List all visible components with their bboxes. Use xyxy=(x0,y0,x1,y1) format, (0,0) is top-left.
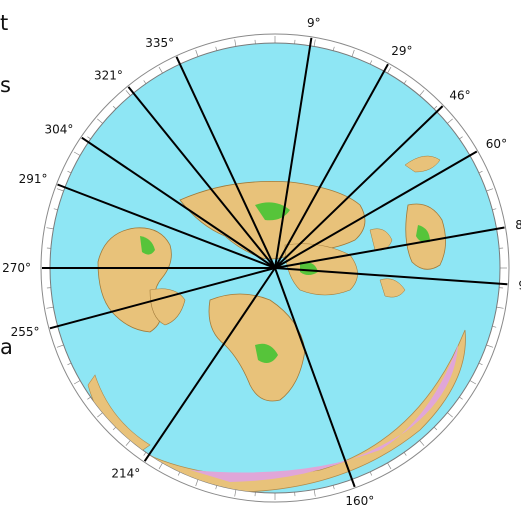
bearing-label-255: 255° xyxy=(11,325,40,339)
bearing-label-321: 321° xyxy=(94,68,123,82)
bearing-label-291: 291° xyxy=(19,172,48,186)
bearing-label-29: 29° xyxy=(391,44,412,58)
bearing-label-80: 80° xyxy=(515,218,521,232)
edge-text: a xyxy=(0,337,13,358)
bearing-label-160: 160° xyxy=(345,494,374,508)
edge-text: t xyxy=(0,13,8,34)
bearing-label-214: 214° xyxy=(111,467,140,481)
bearing-label-270: 270° xyxy=(2,261,31,275)
edge-text: s xyxy=(0,75,11,96)
bearing-label-9: 9° xyxy=(307,16,321,30)
bearing-label-304: 304° xyxy=(44,122,73,136)
bearing-label-46: 46° xyxy=(449,89,470,103)
bearing-label-60: 60° xyxy=(486,137,507,151)
bearing-label-335: 335° xyxy=(145,36,174,50)
